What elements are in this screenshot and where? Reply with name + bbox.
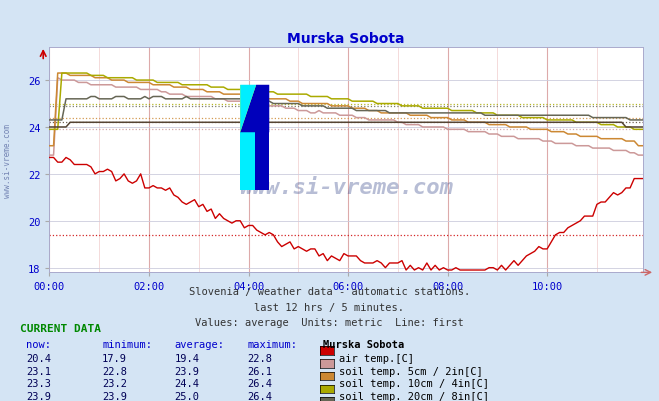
Text: 23.9: 23.9 [175,366,200,376]
Title: Murska Sobota: Murska Sobota [287,32,405,46]
Text: 25.0: 25.0 [175,391,200,401]
Text: soil temp. 10cm / 4in[C]: soil temp. 10cm / 4in[C] [339,379,490,389]
Text: 22.8: 22.8 [247,353,272,363]
Text: 26.1: 26.1 [247,366,272,376]
Text: 19.4: 19.4 [175,353,200,363]
Text: 23.1: 23.1 [26,366,51,376]
Text: 26.4: 26.4 [247,391,272,401]
Bar [255,133,270,191]
Text: CURRENT DATA: CURRENT DATA [20,323,101,333]
Text: 23.3: 23.3 [26,379,51,389]
Polygon shape [241,85,270,133]
Text: soil temp. 5cm / 2in[C]: soil temp. 5cm / 2in[C] [339,366,483,376]
Text: Slovenia / weather data - automatic stations.: Slovenia / weather data - automatic stat… [189,287,470,297]
Text: 20.4: 20.4 [26,353,51,363]
Text: air temp.[C]: air temp.[C] [339,353,415,363]
Text: soil temp. 20cm / 8in[C]: soil temp. 20cm / 8in[C] [339,391,490,401]
Text: Values: average  Units: metric  Line: first: Values: average Units: metric Line: firs… [195,317,464,327]
Text: www.si-vreme.com: www.si-vreme.com [3,124,13,197]
Text: 23.9: 23.9 [102,391,127,401]
Text: 23.9: 23.9 [26,391,51,401]
Text: now:: now: [26,339,51,349]
Text: 24.4: 24.4 [175,379,200,389]
Text: 26.4: 26.4 [247,379,272,389]
Text: www.si-vreme.com: www.si-vreme.com [239,177,453,197]
Text: 17.9: 17.9 [102,353,127,363]
Text: minimum:: minimum: [102,339,152,349]
Text: average:: average: [175,339,225,349]
Text: 22.8: 22.8 [102,366,127,376]
Bar [241,133,255,191]
Text: Murska Sobota: Murska Sobota [323,339,404,349]
Text: last 12 hrs / 5 minutes.: last 12 hrs / 5 minutes. [254,302,405,312]
Text: maximum:: maximum: [247,339,297,349]
Polygon shape [241,85,256,133]
Bar [241,85,270,191]
Text: 23.2: 23.2 [102,379,127,389]
